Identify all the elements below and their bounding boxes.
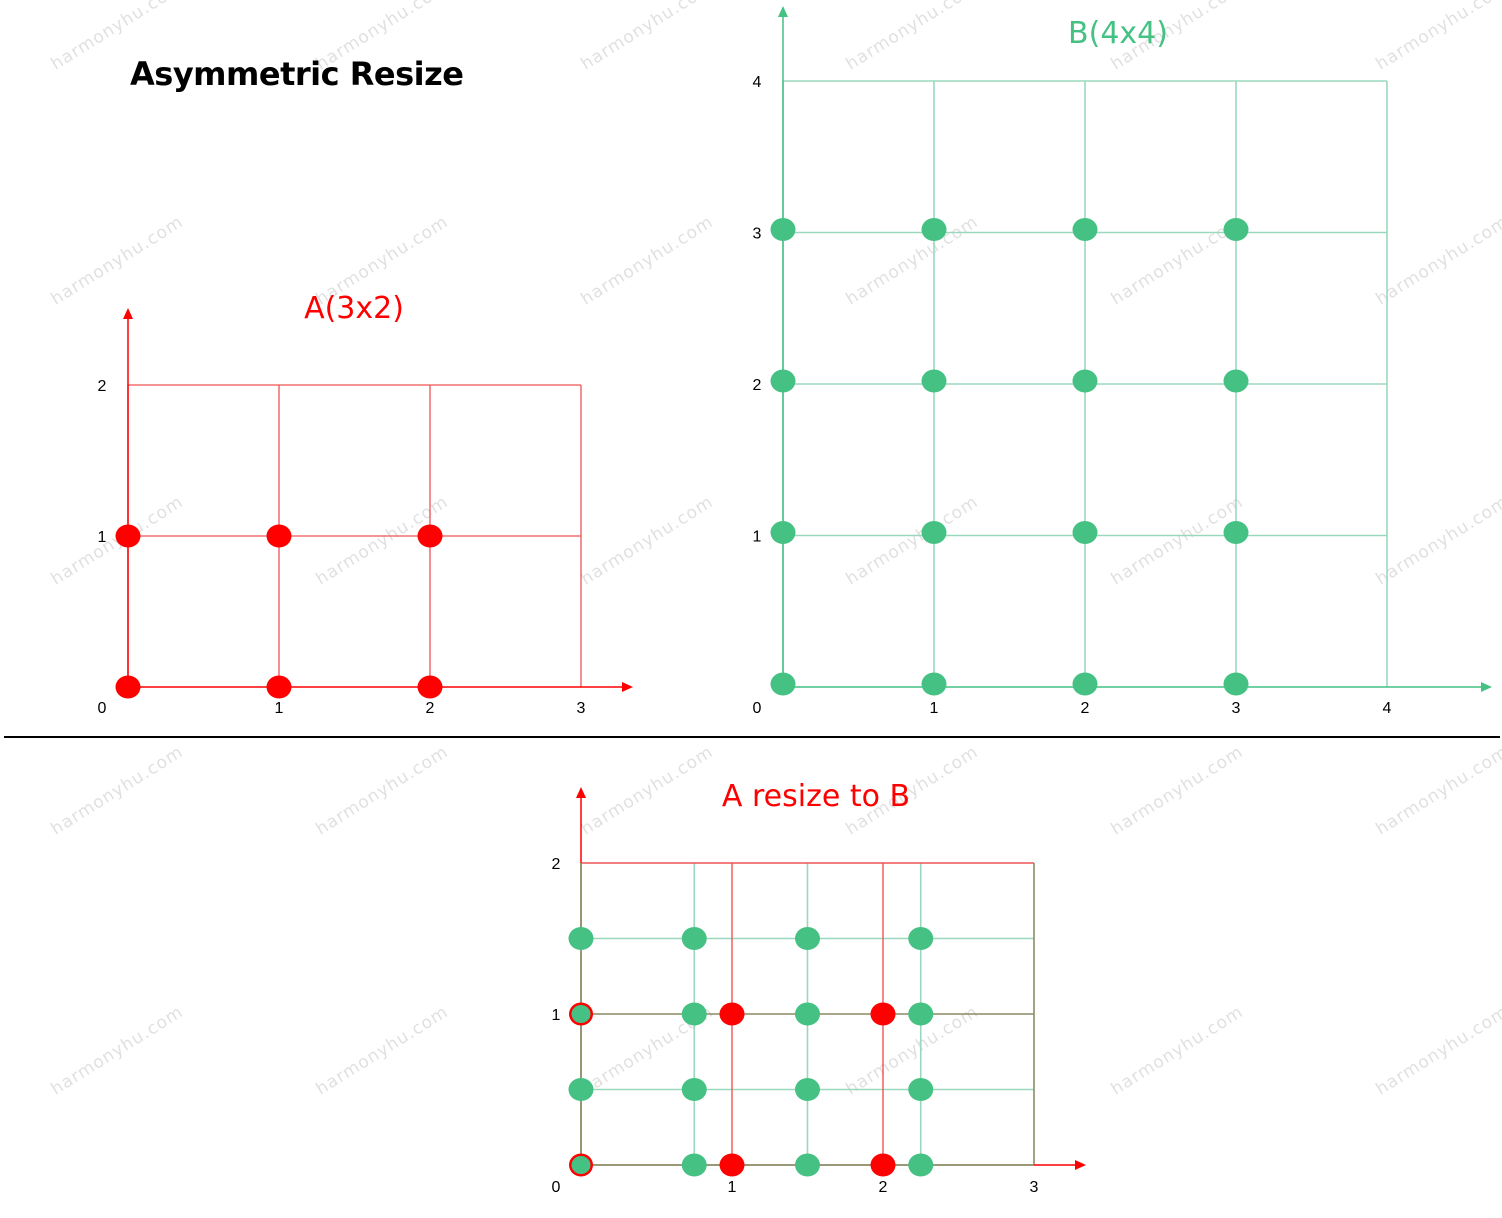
- point-marker-green: [681, 1153, 707, 1177]
- y-tick-label: 1: [753, 529, 762, 546]
- point-marker: [1072, 672, 1098, 696]
- y-tick-label: 2: [98, 378, 107, 395]
- origin-label: 0: [753, 700, 762, 717]
- point-marker-red: [719, 1153, 745, 1177]
- y-tick-label: 1: [98, 529, 107, 546]
- point-marker-green: [908, 927, 934, 950]
- point-marker: [921, 218, 947, 241]
- page-title: Asymmetric Resize: [130, 55, 464, 93]
- point-marker-green: [568, 1078, 594, 1101]
- point-marker: [921, 521, 947, 544]
- point-marker: [1223, 369, 1249, 393]
- y-tick-label: 4: [753, 74, 762, 91]
- point-marker: [266, 524, 292, 548]
- point-marker: [770, 672, 796, 696]
- point-marker: [1072, 369, 1098, 393]
- point-marker: [770, 521, 796, 544]
- section-divider: [4, 736, 1500, 738]
- point-marker-green: [681, 1078, 707, 1101]
- y-axis-arrow: [778, 6, 788, 17]
- point-marker: [770, 369, 796, 393]
- x-tick-label: 3: [1030, 1179, 1039, 1196]
- y-axis-arrow: [123, 308, 133, 319]
- origin-label: 0: [552, 1179, 561, 1196]
- point-marker: [770, 218, 796, 241]
- point-marker-green: [908, 1078, 934, 1101]
- point-marker: [115, 524, 141, 548]
- point-marker-green: [571, 1005, 591, 1023]
- y-tick-label: 1: [552, 1007, 561, 1024]
- point-marker: [115, 675, 141, 699]
- x-tick-label: 2: [426, 700, 435, 717]
- origin-label: 0: [98, 700, 107, 717]
- point-marker-green: [795, 1153, 820, 1177]
- point-marker: [1223, 521, 1249, 544]
- y-tick-label: 3: [753, 226, 762, 243]
- y-axis-arrow: [576, 787, 586, 798]
- x-tick-label: 4: [1383, 700, 1392, 717]
- point-marker: [1072, 218, 1098, 241]
- point-marker-green: [908, 1002, 934, 1026]
- x-axis-arrow: [1481, 682, 1492, 692]
- point-marker-green: [795, 1078, 820, 1101]
- panel-title: B(4x4): [1068, 16, 1168, 51]
- x-tick-label: 2: [879, 1179, 888, 1196]
- x-axis-arrow: [1075, 1160, 1086, 1170]
- x-tick-label: 3: [1232, 700, 1241, 717]
- point-marker-green: [795, 1002, 820, 1026]
- point-marker-red: [870, 1002, 896, 1026]
- point-marker-red: [870, 1153, 896, 1177]
- panel-a: 1 2 3 1 2 0 A(3x2): [98, 291, 633, 717]
- point-marker-green: [568, 927, 594, 950]
- x-tick-label: 1: [930, 700, 939, 717]
- point-marker: [1223, 672, 1249, 696]
- x-axis-arrow: [622, 682, 633, 692]
- panel-title: A resize to B: [722, 779, 910, 814]
- point-marker-green: [795, 927, 820, 950]
- panel-title: A(3x2): [304, 291, 404, 326]
- x-tick-label: 1: [728, 1179, 737, 1196]
- point-marker: [417, 524, 443, 548]
- point-marker-green: [681, 927, 707, 950]
- panel-b: 1 2 3 4 1 2 3 4 0 B(4x4): [753, 6, 1492, 717]
- panel-c: 1 2 3 1 2 0 A resize to B: [552, 779, 1086, 1196]
- point-marker: [921, 672, 947, 696]
- point-marker: [266, 675, 292, 699]
- x-tick-label: 2: [1081, 700, 1090, 717]
- y-tick-label: 2: [552, 856, 561, 873]
- y-tick-label: 2: [753, 377, 762, 394]
- point-marker-green: [681, 1002, 707, 1026]
- point-marker: [1072, 521, 1098, 544]
- point-marker-green: [571, 1156, 591, 1174]
- point-marker: [921, 369, 947, 393]
- x-tick-label: 3: [577, 700, 586, 717]
- point-marker-red: [719, 1002, 745, 1026]
- point-marker-green: [908, 1153, 934, 1177]
- point-marker: [417, 675, 443, 699]
- point-marker: [1223, 218, 1249, 241]
- x-tick-label: 1: [275, 700, 284, 717]
